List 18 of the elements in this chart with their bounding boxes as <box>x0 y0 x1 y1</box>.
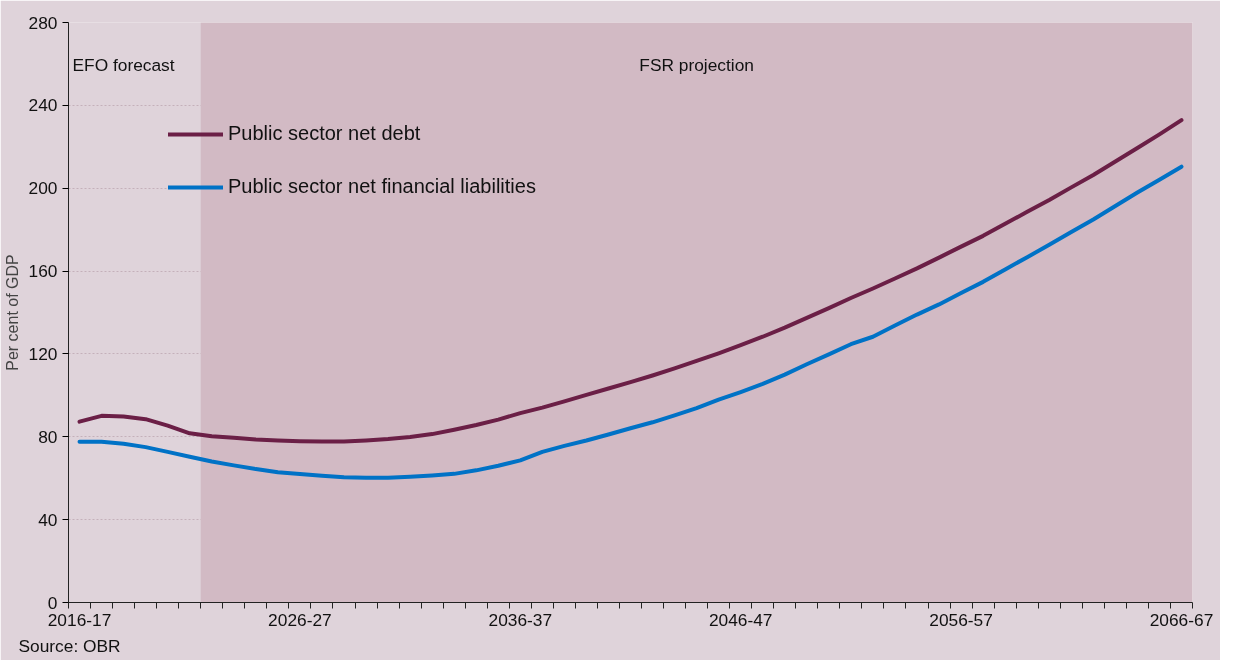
x-tick-label: 2056-57 <box>929 609 993 630</box>
x-tick-label: 2026-27 <box>268 609 332 630</box>
y-tick-label: 80 <box>38 426 58 447</box>
y-tick-label: 280 <box>28 12 58 33</box>
annotation: EFO forecast <box>72 54 175 75</box>
legend-label: Public sector net debt <box>228 122 421 145</box>
y-tick-label: 40 <box>38 509 58 530</box>
x-tick-label: 2036-37 <box>488 609 553 630</box>
x-tick-label: 2046-47 <box>708 609 773 630</box>
y-tick-label: 240 <box>28 95 58 116</box>
y-axis-title: Per cent of GDP <box>3 254 21 371</box>
y-tick-label: 120 <box>28 343 58 364</box>
annotation: FSR projection <box>639 54 754 75</box>
legend-label: Public sector net financial liabilities <box>228 175 536 198</box>
x-tick-label: 2066-67 <box>1149 609 1214 630</box>
y-tick-label: 160 <box>28 261 58 282</box>
y-tick-label: 200 <box>28 178 58 199</box>
source-note: Source: OBR <box>18 635 121 656</box>
